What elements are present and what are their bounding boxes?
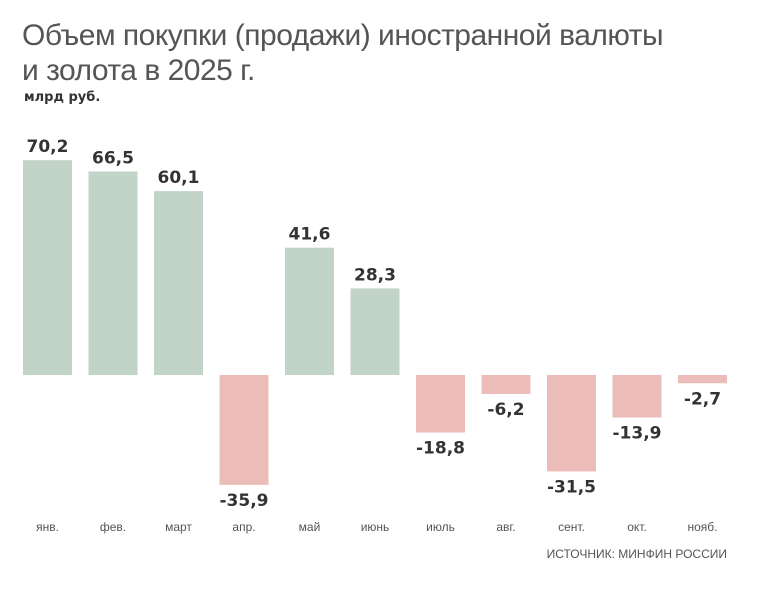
- category-label: сент.: [558, 520, 585, 534]
- source-note: ИСТОЧНИК: МИНФИН РОССИИ: [547, 547, 727, 561]
- chart-title: Объем покупки (продажи) иностранной валю…: [22, 18, 664, 88]
- unit-label: млрд руб.: [24, 90, 101, 105]
- bar-4: [285, 247, 334, 375]
- category-label: июнь: [361, 520, 390, 534]
- data-label: 70,2: [27, 137, 69, 157]
- bar-6: [416, 375, 465, 433]
- data-label: 66,5: [92, 149, 134, 169]
- data-label: 60,1: [158, 168, 200, 188]
- data-label: 41,6: [289, 225, 331, 245]
- bar-3: [219, 375, 269, 485]
- category-label: март: [165, 520, 192, 534]
- bar-8: [547, 375, 596, 472]
- data-label: -6,2: [487, 400, 524, 420]
- data-label: 28,3: [354, 265, 396, 285]
- category-label: янв.: [36, 520, 59, 534]
- data-label: -13,9: [613, 424, 662, 444]
- chart-title-line-2: и золота в 2025 г.: [22, 54, 255, 87]
- bar-9: [612, 375, 662, 418]
- category-label: май: [299, 520, 321, 534]
- bar-2: [154, 191, 203, 375]
- category-label: нояб.: [687, 520, 717, 534]
- bar-10: [678, 375, 727, 384]
- data-label: -31,5: [547, 477, 596, 497]
- bar-7: [481, 375, 531, 394]
- data-label: -2,7: [684, 389, 721, 409]
- category-label: июль: [426, 520, 455, 534]
- bar-1: [88, 171, 138, 375]
- bar-0: [23, 160, 72, 375]
- data-label: -35,9: [220, 491, 269, 511]
- category-label: апр.: [232, 520, 255, 534]
- data-label: -18,8: [416, 439, 465, 459]
- category-label: авг.: [496, 520, 515, 534]
- category-label: окт.: [627, 520, 647, 534]
- chart-title-line-1: Объем покупки (продажи) иностранной валю…: [22, 19, 664, 52]
- bar-5: [350, 288, 400, 375]
- category-label: фев.: [100, 520, 126, 534]
